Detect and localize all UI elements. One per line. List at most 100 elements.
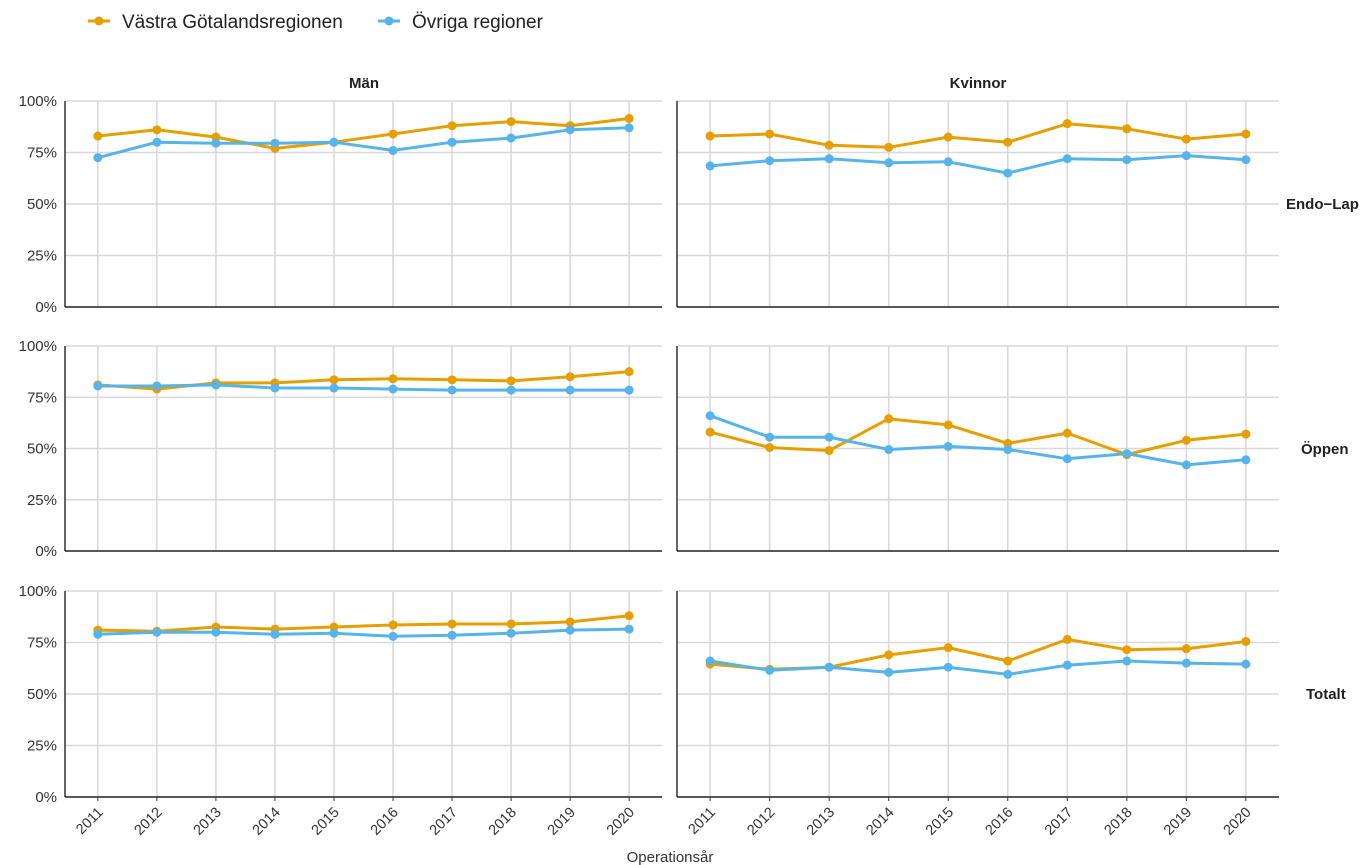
legend-item-vgr: Västra Götalandsregionen bbox=[88, 12, 343, 33]
x-tick-label: 2011 bbox=[686, 805, 719, 838]
data-point-vgr bbox=[388, 374, 398, 384]
y-tick-label: 100% bbox=[19, 93, 57, 110]
data-point-ovriga bbox=[824, 432, 834, 442]
series-line-vgr bbox=[709, 417, 1247, 457]
y-tick-label: 0% bbox=[35, 543, 57, 560]
series-line-ovriga bbox=[709, 414, 1247, 467]
data-point-vgr bbox=[1122, 645, 1132, 655]
data-point-ovriga bbox=[270, 138, 280, 148]
data-point-ovriga bbox=[388, 384, 398, 394]
x-tick-label: 2013 bbox=[804, 805, 838, 839]
data-point-vgr bbox=[1241, 129, 1251, 139]
data-point-vgr bbox=[824, 140, 834, 150]
data-point-vgr bbox=[624, 367, 634, 377]
data-point-vgr bbox=[1062, 119, 1072, 129]
data-point-ovriga bbox=[506, 628, 516, 638]
x-tick-label: 2012 bbox=[132, 805, 166, 839]
legend-key-point-vgr bbox=[94, 16, 104, 26]
data-point-vgr bbox=[211, 132, 221, 142]
legend: Västra Götalandsregionen Övriga regioner bbox=[88, 12, 544, 33]
y-tick-label: 0% bbox=[35, 789, 57, 806]
data-point-ovriga bbox=[565, 385, 575, 395]
data-point-vgr bbox=[447, 375, 457, 385]
panel-endo-lap-m-n: 0% 25% 50% 75% 100% bbox=[19, 93, 662, 316]
data-point-ovriga bbox=[329, 383, 339, 393]
y-tick-label: 0% bbox=[35, 299, 57, 316]
data-point-vgr bbox=[884, 650, 894, 660]
data-point-ovriga bbox=[705, 656, 715, 666]
x-tick-label: 2019 bbox=[1161, 805, 1195, 839]
data-point-vgr bbox=[624, 114, 634, 124]
legend-label-ovriga: Övriga regioner bbox=[412, 12, 544, 33]
data-point-ovriga bbox=[270, 629, 280, 639]
data-point-ovriga bbox=[624, 624, 634, 634]
legend-key-point-ovriga bbox=[384, 16, 394, 26]
data-point-ovriga bbox=[93, 153, 103, 163]
x-tick-label: 2015 bbox=[309, 805, 343, 839]
series-line-ovriga bbox=[97, 627, 630, 638]
y-tick-label: 75% bbox=[27, 389, 57, 406]
y-tick-label: 75% bbox=[27, 145, 57, 162]
data-point-vgr bbox=[1122, 124, 1132, 134]
data-point-ovriga bbox=[1181, 658, 1191, 668]
data-point-vgr bbox=[1181, 134, 1191, 144]
data-point-ovriga bbox=[1003, 168, 1013, 178]
series-line-ovriga bbox=[709, 659, 1246, 676]
data-point-vgr bbox=[1003, 438, 1013, 448]
facet-panels: 0% 25% 50% 75% 100% 0% 25% 50% 75% 100% 0% 25% 50% 75… bbox=[19, 93, 1279, 839]
data-point-ovriga bbox=[824, 154, 834, 164]
data-point-ovriga bbox=[1181, 460, 1191, 470]
series-line-vgr bbox=[97, 614, 630, 633]
data-point-vgr bbox=[1003, 137, 1013, 147]
data-point-vgr bbox=[506, 117, 516, 127]
x-tick-label: 2014 bbox=[863, 805, 897, 839]
x-tick-label: 2013 bbox=[191, 805, 225, 839]
data-point-ovriga bbox=[705, 411, 715, 421]
data-point-vgr bbox=[943, 132, 953, 142]
data-point-ovriga bbox=[1122, 656, 1132, 666]
data-point-vgr bbox=[1241, 636, 1251, 646]
y-tick-label: 25% bbox=[27, 248, 57, 265]
data-point-vgr bbox=[152, 125, 162, 135]
data-point-vgr bbox=[506, 376, 516, 386]
panel-totalt-kvinnor: 2011 2012 2013 2014 2015 2016 2017 2018 2019 2020 bbox=[676, 590, 1279, 839]
data-point-vgr bbox=[329, 375, 339, 385]
x-tick-label: 2016 bbox=[982, 805, 1016, 839]
facet-row-label-oppen: Öppen bbox=[1301, 441, 1349, 458]
facet-row-label-endo-lap: Endo−Lap bbox=[1286, 196, 1359, 213]
data-point-vgr bbox=[388, 620, 398, 630]
x-tick-label: 2017 bbox=[1042, 805, 1076, 839]
x-tick-label: 2018 bbox=[486, 805, 520, 839]
data-point-vgr bbox=[565, 372, 575, 382]
data-point-ovriga bbox=[447, 630, 457, 640]
data-point-vgr bbox=[943, 643, 953, 653]
y-tick-label: 50% bbox=[27, 686, 57, 703]
data-point-ovriga bbox=[1062, 154, 1072, 164]
x-tick-label: 2020 bbox=[1221, 805, 1255, 839]
data-point-ovriga bbox=[1122, 155, 1132, 165]
data-point-vgr bbox=[943, 420, 953, 430]
series-line-ovriga bbox=[97, 383, 630, 392]
data-point-ovriga bbox=[705, 161, 715, 171]
x-tick-label: 2011 bbox=[73, 805, 106, 838]
y-tick-label: 100% bbox=[19, 338, 57, 355]
facet-row-label-totalt: Totalt bbox=[1306, 686, 1346, 703]
data-point-vgr bbox=[824, 446, 834, 456]
panel-totalt-m-n: 0% 25% 50% 75% 100% 2011 2012 2013 2014 2015 2016 2… bbox=[19, 583, 662, 839]
data-point-vgr bbox=[1241, 429, 1251, 439]
data-point-ovriga bbox=[1241, 155, 1251, 165]
y-tick-label: 75% bbox=[27, 635, 57, 652]
data-point-ovriga bbox=[824, 662, 834, 672]
data-point-vgr bbox=[93, 131, 103, 141]
data-point-ovriga bbox=[1241, 455, 1251, 465]
data-point-ovriga bbox=[1181, 151, 1191, 161]
y-tick-label: 25% bbox=[27, 492, 57, 509]
data-point-vgr bbox=[1062, 428, 1072, 438]
series-line-ovriga bbox=[97, 126, 630, 160]
data-point-ovriga bbox=[943, 441, 953, 451]
legend-label-vgr: Västra Götalandsregionen bbox=[122, 12, 343, 33]
data-point-ovriga bbox=[943, 157, 953, 167]
data-point-ovriga bbox=[765, 432, 775, 442]
y-tick-label: 50% bbox=[27, 196, 57, 213]
